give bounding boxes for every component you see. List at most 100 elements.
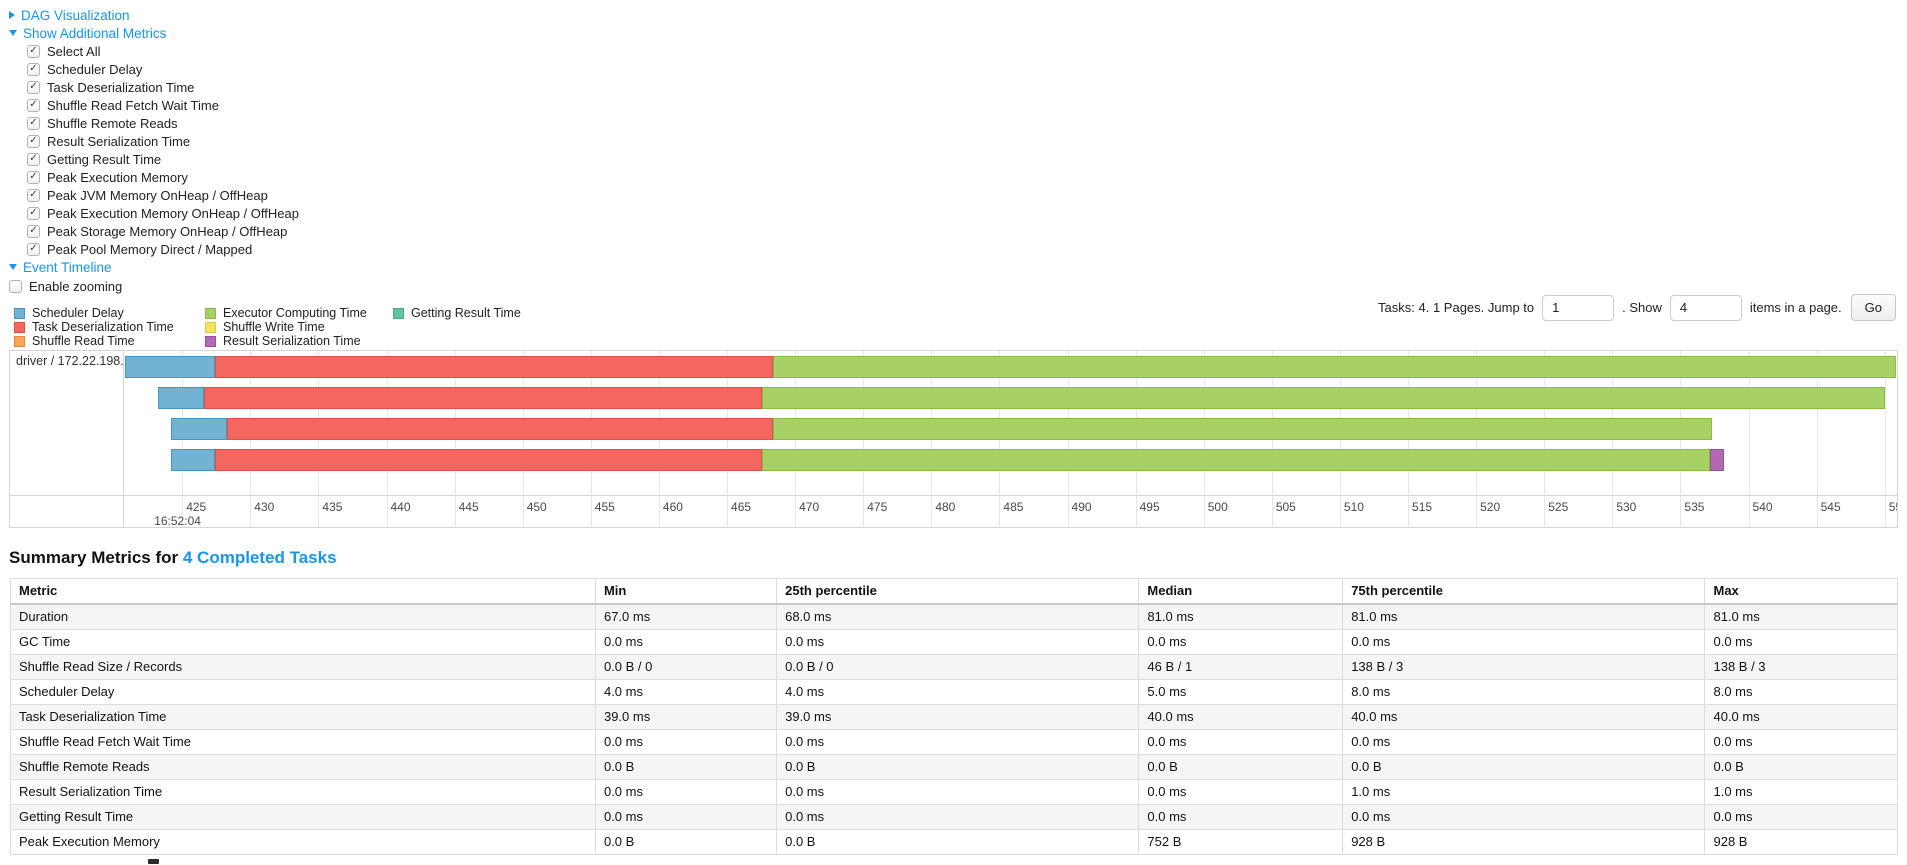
cell-value: 0.0 B — [1342, 754, 1706, 780]
show-additional-metrics-toggle[interactable]: Show Additional Metrics — [9, 24, 1898, 42]
x-tick-label: 505 — [1275, 500, 1296, 514]
x-tick-label: 470 — [799, 500, 820, 514]
caret-down-icon — [9, 264, 17, 270]
cell-value: 928 B — [1704, 829, 1898, 855]
gridline — [1408, 496, 1410, 527]
jump-to-page-input[interactable] — [1542, 294, 1615, 321]
table-row: Scheduler Delay 4.0 ms 4.0 ms 5.0 ms 8.0 ms 8… — [10, 679, 1898, 705]
task-segment-executor-computing — [773, 418, 1712, 440]
column-header: 75th percentile — [1342, 578, 1706, 605]
cell-value: 0.0 ms — [1342, 804, 1706, 830]
table-row: Result Serialization Time 0.0 ms 0.0 ms 0.0… — [10, 779, 1898, 805]
cell-metric: Getting Result Time — [10, 804, 596, 830]
cell-metric: Shuffle Read Size / Records — [10, 654, 596, 680]
metric-checkbox[interactable]: ✓ — [27, 44, 40, 58]
metric-checkbox[interactable]: ✓ — [27, 188, 40, 202]
metric-checkbox[interactable]: ✓ — [27, 116, 40, 130]
cell-metric: Duration — [10, 603, 596, 630]
event-timeline-toggle[interactable]: Event Timeline — [9, 258, 1898, 276]
metric-checkbox[interactable]: ✓ — [27, 170, 40, 184]
x-tick-label: 455 — [594, 500, 615, 514]
x-tick-label: 465 — [731, 500, 752, 514]
gridline — [1748, 496, 1750, 527]
completed-tasks-link[interactable]: 4 Completed Tasks — [182, 548, 337, 567]
legend-item-getting-result: Getting Result Time — [393, 306, 521, 320]
column-header: 25th percentile — [776, 578, 1140, 605]
cell-value: 0.0 B / 0 — [594, 654, 778, 680]
metric-checkbox[interactable]: ✓ — [27, 80, 40, 94]
caret-right-icon — [9, 11, 15, 19]
x-tick-label: 540 — [1752, 500, 1773, 514]
metric-checkbox[interactable]: ✓ — [27, 152, 40, 166]
table-row: Duration 67.0 ms 68.0 ms 81.0 ms 81.0 ms 81.0… — [10, 603, 1898, 630]
items-per-page-input[interactable] — [1669, 294, 1742, 321]
cell-value: 0.0 ms — [1138, 729, 1344, 755]
cell-value: 4.0 ms — [776, 679, 1140, 705]
metric-checkbox-label: Peak Storage Memory OnHeap / OffHeap — [47, 223, 288, 239]
cell-metric: Scheduler Delay — [10, 679, 596, 705]
legend-label: Scheduler Delay — [32, 306, 124, 320]
gridline — [182, 496, 184, 527]
metric-checkbox-label: Task Deserialization Time — [47, 79, 195, 95]
cell-metric: Shuffle Read Fetch Wait Time — [10, 729, 596, 755]
x-tick-label: 530 — [1616, 500, 1637, 514]
cell-value: 39.0 ms — [594, 704, 778, 730]
metric-checkbox[interactable]: ✓ — [27, 62, 40, 76]
metric-checkbox-label: Peak Execution Memory OnHeap / OffHeap — [47, 205, 299, 221]
task-bar[interactable] — [125, 387, 1897, 409]
summary-metrics-table: Metric Min 25th percentile Median 75th perce… — [10, 578, 1898, 855]
summary-title-text: Summary Metrics for — [9, 548, 179, 567]
task-bar[interactable] — [125, 356, 1897, 378]
task-bar[interactable] — [125, 449, 1897, 471]
cell-value: 0.0 B — [776, 754, 1140, 780]
metric-checkbox-row: ✓ Peak Storage Memory OnHeap / OffHeap — [27, 222, 1898, 240]
metric-checkbox[interactable]: ✓ — [27, 206, 40, 220]
metric-checkbox-row: ✓ Peak Execution Memory OnHeap / OffHeap — [27, 204, 1898, 222]
cell-value: 0.0 ms — [594, 779, 778, 805]
dag-visualization-toggle[interactable]: DAG Visualization — [9, 6, 1898, 24]
column-header: Min — [594, 578, 778, 605]
metric-checkbox[interactable]: ✓ — [27, 224, 40, 238]
cell-value: 4.0 ms — [594, 679, 778, 705]
additional-metrics-list: ✓ Select All ✓ Scheduler Delay ✓ Task Deseria… — [9, 42, 1898, 258]
metric-checkbox[interactable]: ✓ — [27, 98, 40, 112]
cell-value: 752 B — [1138, 829, 1344, 855]
timeline-legend: Scheduler Delay Task Deserialization Time… — [14, 306, 521, 348]
go-button[interactable]: Go — [1850, 294, 1896, 321]
x-tick-label: 460 — [662, 500, 683, 514]
enable-zooming-checkbox[interactable] — [9, 279, 22, 293]
x-tick-label: 525 — [1548, 500, 1569, 514]
executor-row-label: driver / 172.22.198.104 — [16, 354, 123, 368]
x-tick-label: 485 — [1003, 500, 1024, 514]
task-segment-executor-computing — [773, 356, 1896, 378]
table-body: Duration 67.0 ms 68.0 ms 81.0 ms 81.0 ms 81.0… — [10, 603, 1898, 855]
cell-value: 0.0 ms — [1704, 629, 1898, 655]
event-timeline-chart: driver / 172.22.198.104 4254304354404454… — [9, 350, 1898, 528]
gridline — [250, 496, 252, 527]
cell-value: 0.0 ms — [1704, 804, 1898, 830]
legend-item-executor-computing: Executor Computing Time — [205, 306, 393, 320]
task-segment-executor-computing — [762, 449, 1711, 471]
scheduler-delay-swatch-icon — [14, 307, 25, 319]
cell-metric: Task Deserialization Time — [10, 704, 596, 730]
table-row: Shuffle Read Fetch Wait Time 0.0 ms 0.0 ms… — [10, 729, 1898, 755]
cell-value: 0.0 ms — [776, 779, 1140, 805]
show-additional-metrics-label: Show Additional Metrics — [23, 25, 167, 41]
x-tick-label: 510 — [1343, 500, 1364, 514]
task-segment-task-deserialization — [214, 449, 763, 471]
cell-value: 1.0 ms — [1704, 779, 1898, 805]
cell-value: 0.0 ms — [776, 804, 1140, 830]
cell-value: 8.0 ms — [1342, 679, 1706, 705]
cell-value: 1.0 ms — [1342, 779, 1706, 805]
timeline-header-band: Scheduler Delay Task Deserialization Time… — [9, 294, 1898, 350]
task-pagination: Tasks: 4. 1 Pages. Jump to . Show items … — [1378, 294, 1896, 321]
table-row: Getting Result Time 0.0 ms 0.0 ms 0.0 ms 0.0… — [10, 804, 1898, 830]
x-tick-label: 515 — [1412, 500, 1433, 514]
metric-checkbox[interactable]: ✓ — [27, 242, 40, 256]
result-serialization-swatch-icon — [205, 335, 216, 347]
metric-checkbox[interactable]: ✓ — [27, 134, 40, 148]
metric-checkbox-row: ✓ Shuffle Remote Reads — [27, 114, 1898, 132]
cell-value: 46 B / 1 — [1138, 654, 1344, 680]
gridline — [1203, 496, 1205, 527]
task-bar[interactable] — [125, 418, 1897, 440]
